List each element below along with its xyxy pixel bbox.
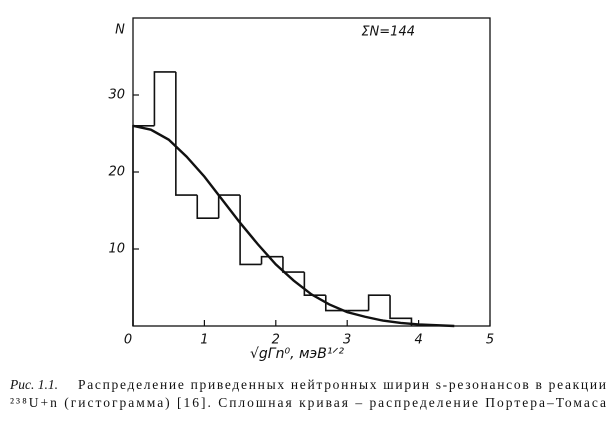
x-tick-label: 5 [486, 333, 494, 348]
histogram-bar [303, 272, 326, 296]
y-axis-label: N [115, 23, 125, 38]
histogram-bar [132, 125, 155, 326]
fit-curve [132, 124, 455, 328]
histogram-bar [175, 71, 198, 196]
histogram-bar [324, 295, 348, 312]
histogram-bar [367, 294, 391, 311]
histogram-bar [260, 255, 283, 265]
plot-frame [132, 17, 491, 327]
x-tick-label: 4 [414, 333, 422, 348]
x-axis-label: √gΓn⁰, мэВ¹ᐟ² [250, 346, 344, 362]
caption-line: ²³⁸U+n (гистограмма) [16]. Сплошная крив… [10, 395, 606, 410]
histogram-bar [389, 295, 413, 326]
x-tick-label: 3 [343, 333, 351, 348]
histogram-bar [153, 71, 176, 126]
caption-line: Распределение приведенных нейтронных шир… [78, 377, 606, 392]
y-tick-label: 20 [108, 165, 125, 180]
histogram-bar [239, 195, 262, 266]
x-tick-label: 2 [272, 333, 280, 348]
x-tick-label: 0 [124, 333, 132, 348]
x-tick-label: 1 [200, 333, 208, 348]
annotation: ΣN=144 [361, 25, 415, 40]
caption-label: Рис. 1.1. [9, 377, 58, 392]
y-tick-label: 10 [108, 242, 125, 257]
y-tick-label: 30 [108, 88, 125, 103]
histogram-bar [282, 256, 305, 273]
histogram-bar [196, 195, 219, 219]
